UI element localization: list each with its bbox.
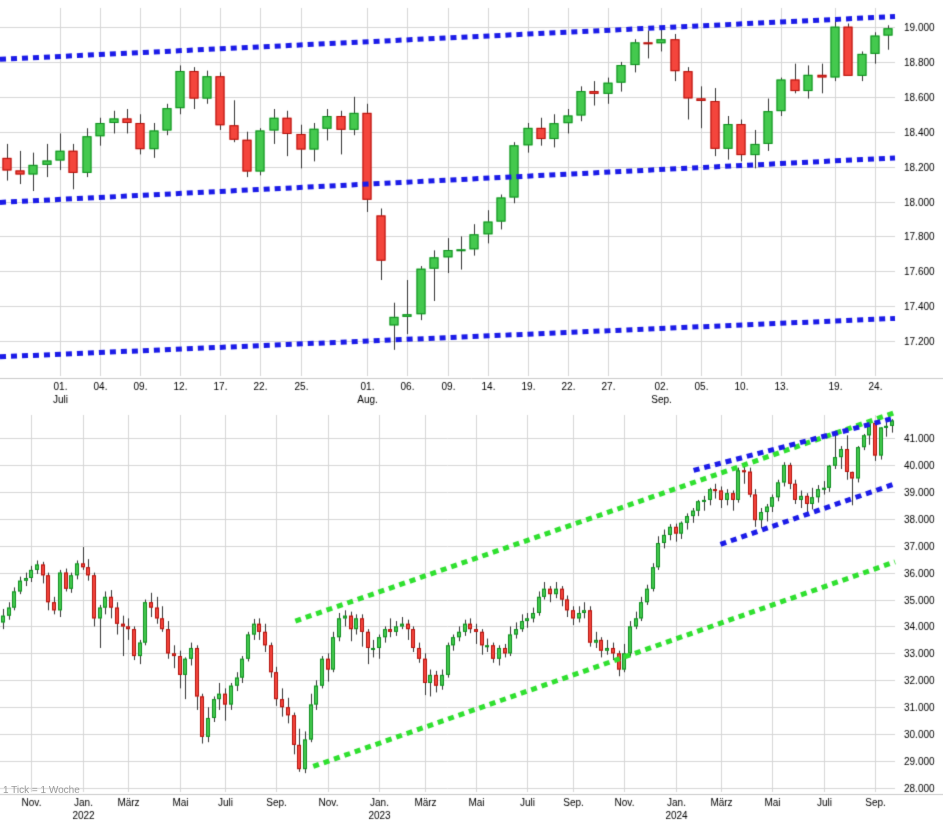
tick-interval-watermark: 1 Tick = 1 Woche xyxy=(3,785,80,796)
weekly-candlestick-chart xyxy=(0,410,943,838)
daily-candlestick-chart xyxy=(0,0,943,410)
